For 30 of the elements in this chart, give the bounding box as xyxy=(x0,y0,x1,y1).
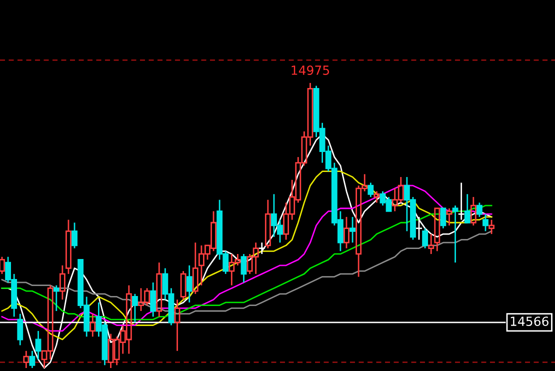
candlestick xyxy=(452,204,458,264)
candlestick xyxy=(53,284,60,312)
candlestick xyxy=(29,350,36,369)
candlestick xyxy=(464,193,470,224)
candlestick xyxy=(17,313,24,346)
candlestick xyxy=(350,216,356,244)
candlestick xyxy=(23,350,30,369)
text: 14566 xyxy=(510,316,548,326)
annotation: 14975 xyxy=(292,66,330,75)
candlestick xyxy=(132,293,138,324)
candlestick xyxy=(368,182,374,198)
candlestick xyxy=(35,330,42,360)
candlestick xyxy=(428,233,434,255)
candlestick xyxy=(72,222,78,249)
candlestick xyxy=(186,264,192,304)
candlestick xyxy=(174,298,180,352)
candlestick xyxy=(264,199,271,249)
candlestick xyxy=(59,264,66,300)
candlestick xyxy=(422,228,428,249)
candlestick xyxy=(416,216,422,240)
candlestick xyxy=(156,262,162,318)
candlestick xyxy=(482,213,488,232)
candlestick xyxy=(440,208,446,230)
candlestick xyxy=(240,253,247,284)
candlestick xyxy=(192,242,198,295)
candlestick xyxy=(476,202,482,218)
candlestick xyxy=(90,313,96,338)
candlestick xyxy=(258,242,265,255)
candlestick xyxy=(150,282,156,318)
candlestick xyxy=(458,182,464,220)
